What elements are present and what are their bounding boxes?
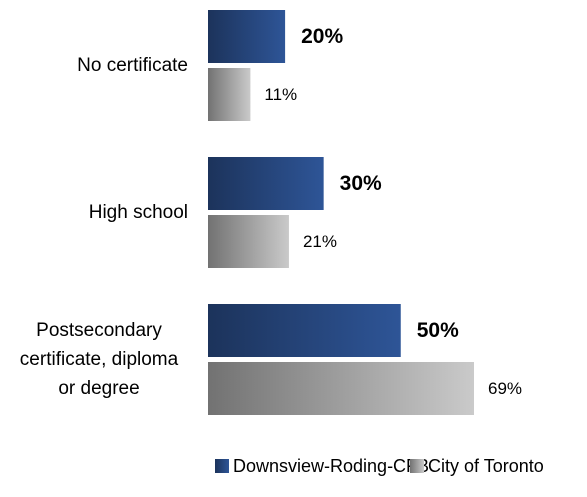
- bar: [208, 362, 474, 415]
- bar: [208, 215, 289, 268]
- bar: [208, 304, 401, 357]
- category-label: High school: [88, 202, 188, 223]
- value-label: 11%: [264, 85, 297, 104]
- category-label-box: No certificate: [0, 10, 188, 121]
- bar: [208, 157, 324, 210]
- legend-label: City of Toronto: [428, 456, 544, 476]
- category-label-box: High school: [0, 157, 188, 268]
- value-label: 30%: [340, 172, 382, 195]
- category-label: No certificate: [77, 55, 188, 76]
- value-label: 50%: [417, 319, 459, 342]
- value-label: 69%: [488, 379, 522, 398]
- legend-label: Downsview-Roding-CFB: [233, 456, 429, 476]
- value-label: 21%: [303, 232, 337, 251]
- bar: [208, 10, 286, 63]
- category-label-box: Postsecondary certificate, diploma or de…: [0, 304, 188, 415]
- value-label: 20%: [301, 25, 343, 48]
- category-label: Postsecondary certificate, diploma or de…: [19, 320, 179, 399]
- legend-swatch: [215, 459, 229, 473]
- legend-swatch: [410, 459, 424, 473]
- bar: [208, 68, 251, 121]
